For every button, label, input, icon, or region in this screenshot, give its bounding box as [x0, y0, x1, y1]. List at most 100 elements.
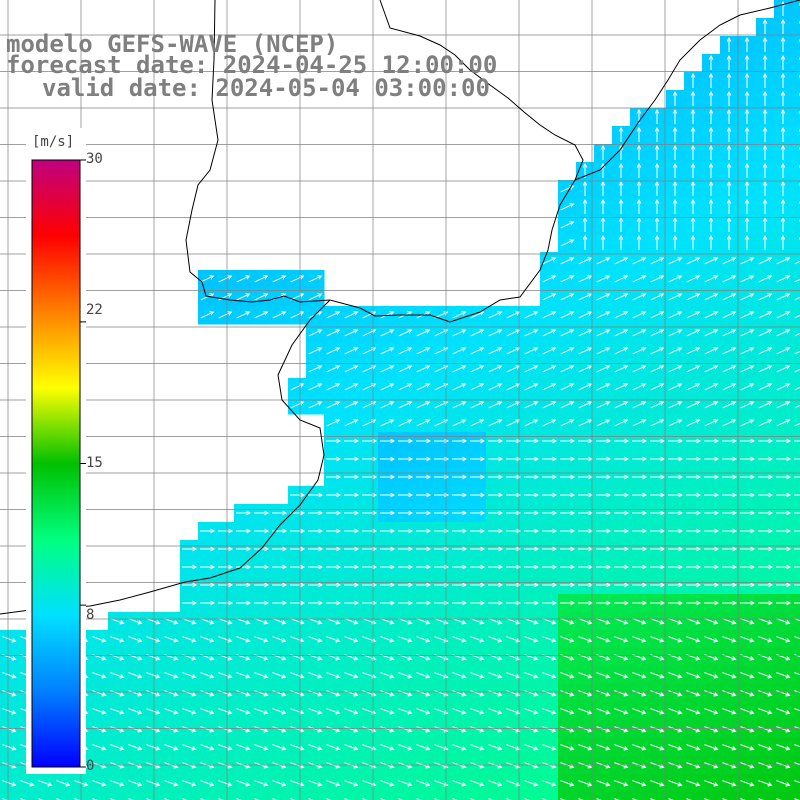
wind-arrow-head: [407, 692, 413, 697]
wind-arrow-head: [731, 674, 737, 679]
wind-arrow-head: [461, 620, 467, 625]
wind-arrow-head: [569, 746, 575, 751]
wind-arrow-head: [282, 528, 288, 534]
wind-arrow: [182, 618, 196, 624]
wind-arrow: [290, 780, 304, 786]
wind-arrow: [560, 690, 574, 696]
wind-arrow: [308, 672, 322, 678]
wind-arrow-head: [695, 401, 701, 406]
wind-arrow-head: [605, 293, 611, 298]
wind-arrow-head: [732, 438, 738, 444]
wind-arrow-head: [714, 510, 720, 516]
wind-arrow-head: [317, 401, 323, 406]
wind-arrow-head: [551, 293, 557, 298]
wind-arrow-head: [731, 275, 737, 280]
wind-arrow-head: [606, 438, 612, 444]
wind-arrow: [542, 329, 556, 337]
wind-arrow-head: [263, 710, 269, 715]
wind-arrow-head: [749, 764, 755, 769]
wind-arrow-head: [282, 510, 288, 516]
wind-cell: [576, 792, 595, 800]
wind-arrow-head: [587, 728, 593, 733]
wind-arrow-head: [678, 564, 684, 570]
wind-arrow-head: [119, 692, 125, 697]
wind-arrow-head: [263, 275, 269, 280]
wind-arrow: [542, 383, 556, 391]
wind-arrow: [794, 780, 800, 784]
wind-arrow-head: [767, 674, 773, 679]
wind-arrow-head: [623, 293, 629, 298]
wind-arrow-head: [587, 257, 593, 262]
wind-arrow-head: [785, 782, 791, 787]
wind-arrow-head: [426, 546, 432, 552]
wind-arrow-head: [209, 275, 215, 280]
wind-arrow: [668, 726, 682, 732]
wind-arrow-head: [408, 546, 414, 552]
wind-arrow-head: [587, 419, 593, 424]
wind-arrow-head: [624, 600, 630, 606]
wind-arrow: [434, 365, 448, 373]
wind-arrow: [380, 744, 394, 750]
wind-arrow: [254, 708, 268, 714]
wind-cell: [702, 792, 721, 800]
wind-arrow: [794, 332, 800, 337]
wind-arrow-head: [425, 329, 431, 334]
wind-arrow-head: [713, 692, 719, 697]
wind-arrow: [416, 636, 430, 642]
wind-arrow-head: [587, 365, 593, 370]
wind-arrow: [542, 726, 556, 732]
wind-arrow-head: [191, 674, 197, 679]
wind-arrow: [794, 368, 800, 373]
wind-arrow: [578, 798, 584, 800]
wind-arrow-head: [497, 329, 503, 334]
wind-arrow: [470, 419, 484, 427]
wind-arrow: [254, 311, 268, 319]
wind-arrow-head: [762, 216, 768, 222]
wind-cell: [522, 792, 541, 800]
wind-cell: [792, 702, 800, 721]
wind-arrow-head: [192, 582, 198, 588]
wind-arrow: [254, 726, 268, 732]
wind-arrow-head: [749, 746, 755, 751]
wind-arrow-head: [749, 674, 755, 679]
wind-arrow: [362, 708, 376, 714]
wind-arrow: [758, 311, 772, 319]
wind-arrow-head: [587, 692, 593, 697]
wind-arrow-head: [101, 764, 107, 769]
wind-arrow: [218, 672, 232, 678]
wind-arrow-head: [731, 257, 737, 262]
wind-arrow: [758, 401, 772, 409]
wind-arrow-head: [498, 600, 504, 606]
wind-arrow: [596, 708, 610, 714]
wind-arrow: [452, 744, 466, 750]
wind-arrow: [722, 401, 736, 409]
wind-arrow: [434, 401, 448, 409]
wind-arrow-head: [659, 764, 665, 769]
wind-arrow-head: [726, 90, 732, 96]
wind-arrow-head: [696, 600, 702, 606]
wind-arrow-head: [677, 275, 683, 280]
wind-arrow-head: [731, 692, 737, 697]
wind-arrow-head: [335, 782, 341, 787]
wind-arrow: [452, 798, 458, 800]
wind-arrow-head: [354, 474, 360, 480]
wind-arrow: [398, 618, 412, 624]
wind-arrow-head: [623, 257, 629, 262]
wind-arrow-head: [785, 638, 791, 643]
wind-arrow-head: [516, 510, 522, 516]
wind-cell: [792, 198, 800, 217]
wind-arrow-head: [245, 782, 251, 787]
wind-arrow: [632, 672, 646, 678]
wind-arrow: [668, 708, 682, 714]
wind-arrow-head: [354, 600, 360, 606]
wind-arrow-head: [587, 311, 593, 316]
wind-arrow: [416, 690, 430, 696]
wind-cell: [144, 792, 163, 800]
wind-arrow-head: [155, 674, 161, 679]
wind-cell: [792, 666, 800, 685]
wind-arrow: [722, 780, 736, 786]
wind-arrow-head: [282, 582, 288, 588]
wind-arrow-head: [425, 419, 431, 424]
wind-arrow-head: [534, 600, 540, 606]
wind-arrow: [38, 780, 52, 786]
